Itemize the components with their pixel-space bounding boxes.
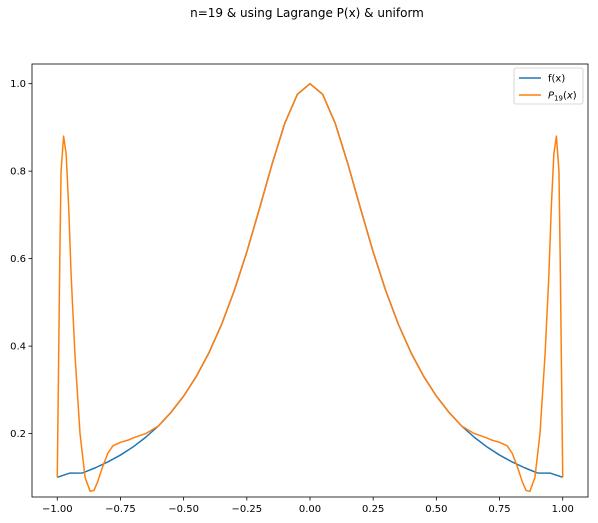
x-tick-label: 0.25 [362,504,384,515]
y-tick-label: 0.6 [10,254,26,265]
legend-label-p19: P19(x) [548,91,577,103]
y-tick-label: 0.2 [10,429,26,440]
x-tick-label: −0.50 [168,504,199,515]
chart-title: n=19 & using Lagrange P(x) & uniform [190,6,424,20]
x-tick-label: −0.25 [231,504,262,515]
axes-frame [31,63,589,498]
legend-label-f: f(x) [548,74,565,85]
legend: f(x) P19(x) [513,67,584,105]
series-line-p19 [56,82,564,493]
y-tick-label: 0.4 [10,342,26,353]
plot-area: −1.00 −0.75 −0.50 −0.25 0.00 0.25 0.50 0.75 1.00… [10,63,589,515]
x-tick-label: 1.00 [552,504,574,515]
y-tick-label: 1.0 [10,79,26,90]
x-tick-label: 0.75 [488,504,510,515]
y-tick-label: 0.8 [10,167,26,178]
x-tick-label: −1.00 [42,504,73,515]
x-tick-label: 0.00 [299,504,321,515]
x-tick-label: −0.75 [105,504,136,515]
x-tick-label: 0.50 [425,504,447,515]
series-line-f [57,82,563,479]
